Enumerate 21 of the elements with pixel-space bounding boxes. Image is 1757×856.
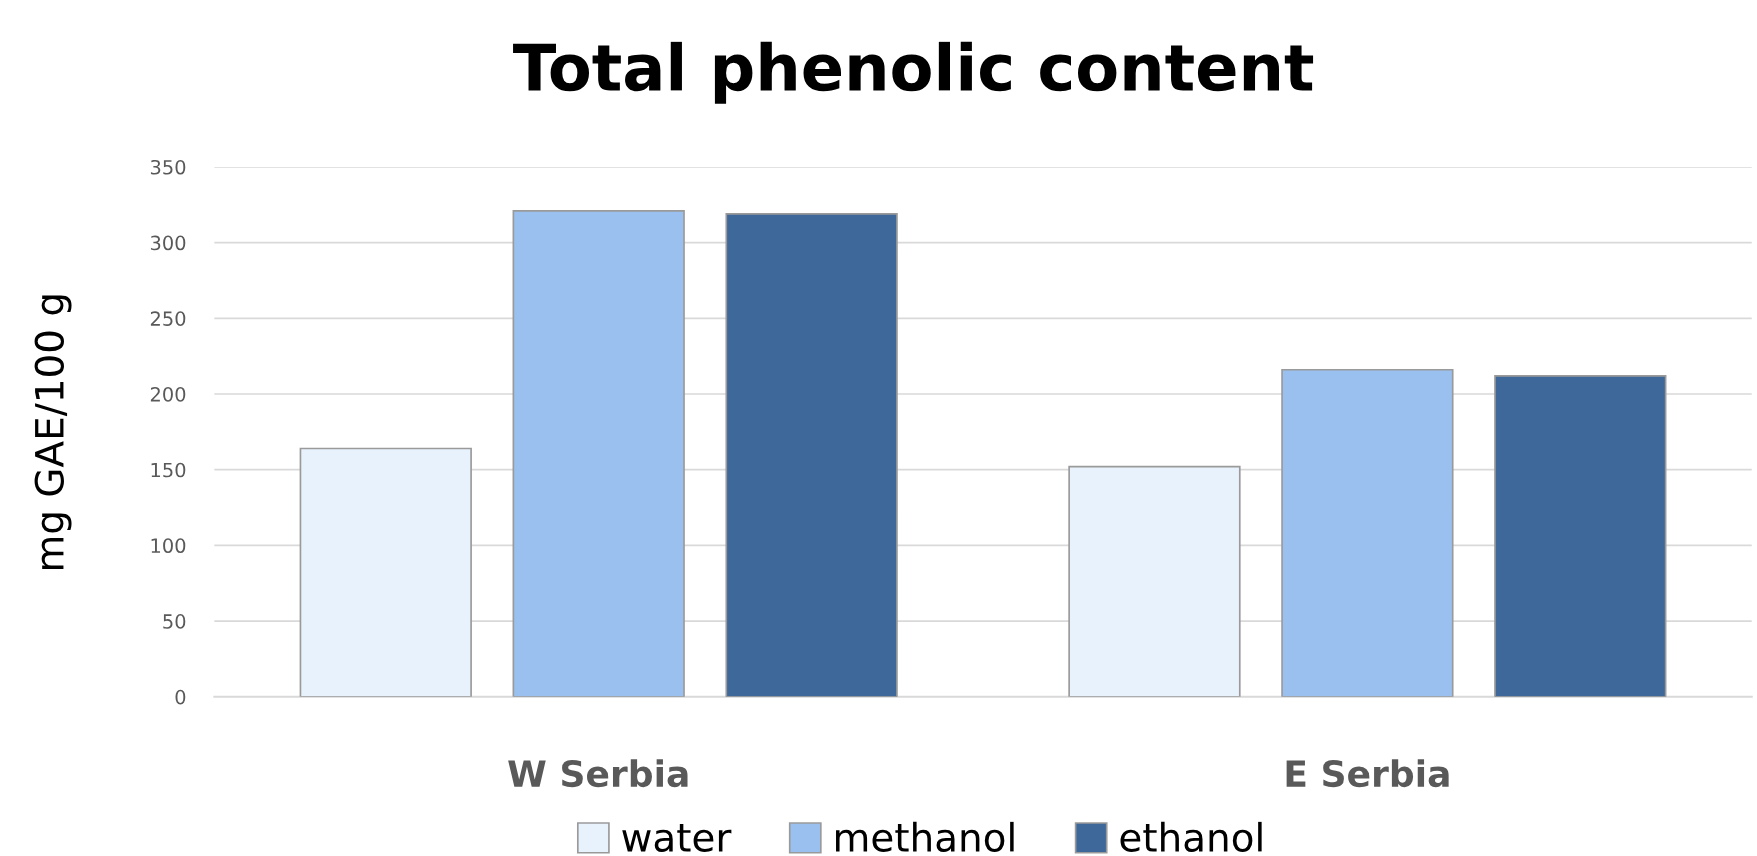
x-tick-label: E Serbia [1286, 759, 1449, 788]
bar [299, 447, 472, 697]
legend-label: ethanol [1120, 821, 1262, 852]
y-tick-label: 50 [163, 614, 186, 629]
y-tick-label: 200 [150, 386, 186, 402]
legend-label: water [622, 824, 732, 852]
y-tick-label: 100 [151, 538, 186, 554]
y-tick-label: 300 [150, 235, 186, 251]
legend-label: methanol [836, 821, 1014, 852]
bar [1281, 368, 1454, 697]
bar [725, 213, 898, 697]
y-tick-label: 350 [150, 159, 186, 175]
chart-title: Total phenolic content [513, 41, 1314, 104]
bar [512, 209, 685, 697]
x-tick-label: W Serbia [508, 759, 688, 788]
y-tick-label: 150 [151, 462, 186, 478]
y-tick-label: 0 [175, 689, 186, 705]
bar [1068, 465, 1241, 697]
y-tick-label: 250 [150, 311, 186, 326]
y-axis-title: mg GAE/100 g [34, 295, 72, 570]
bar [1494, 375, 1667, 697]
